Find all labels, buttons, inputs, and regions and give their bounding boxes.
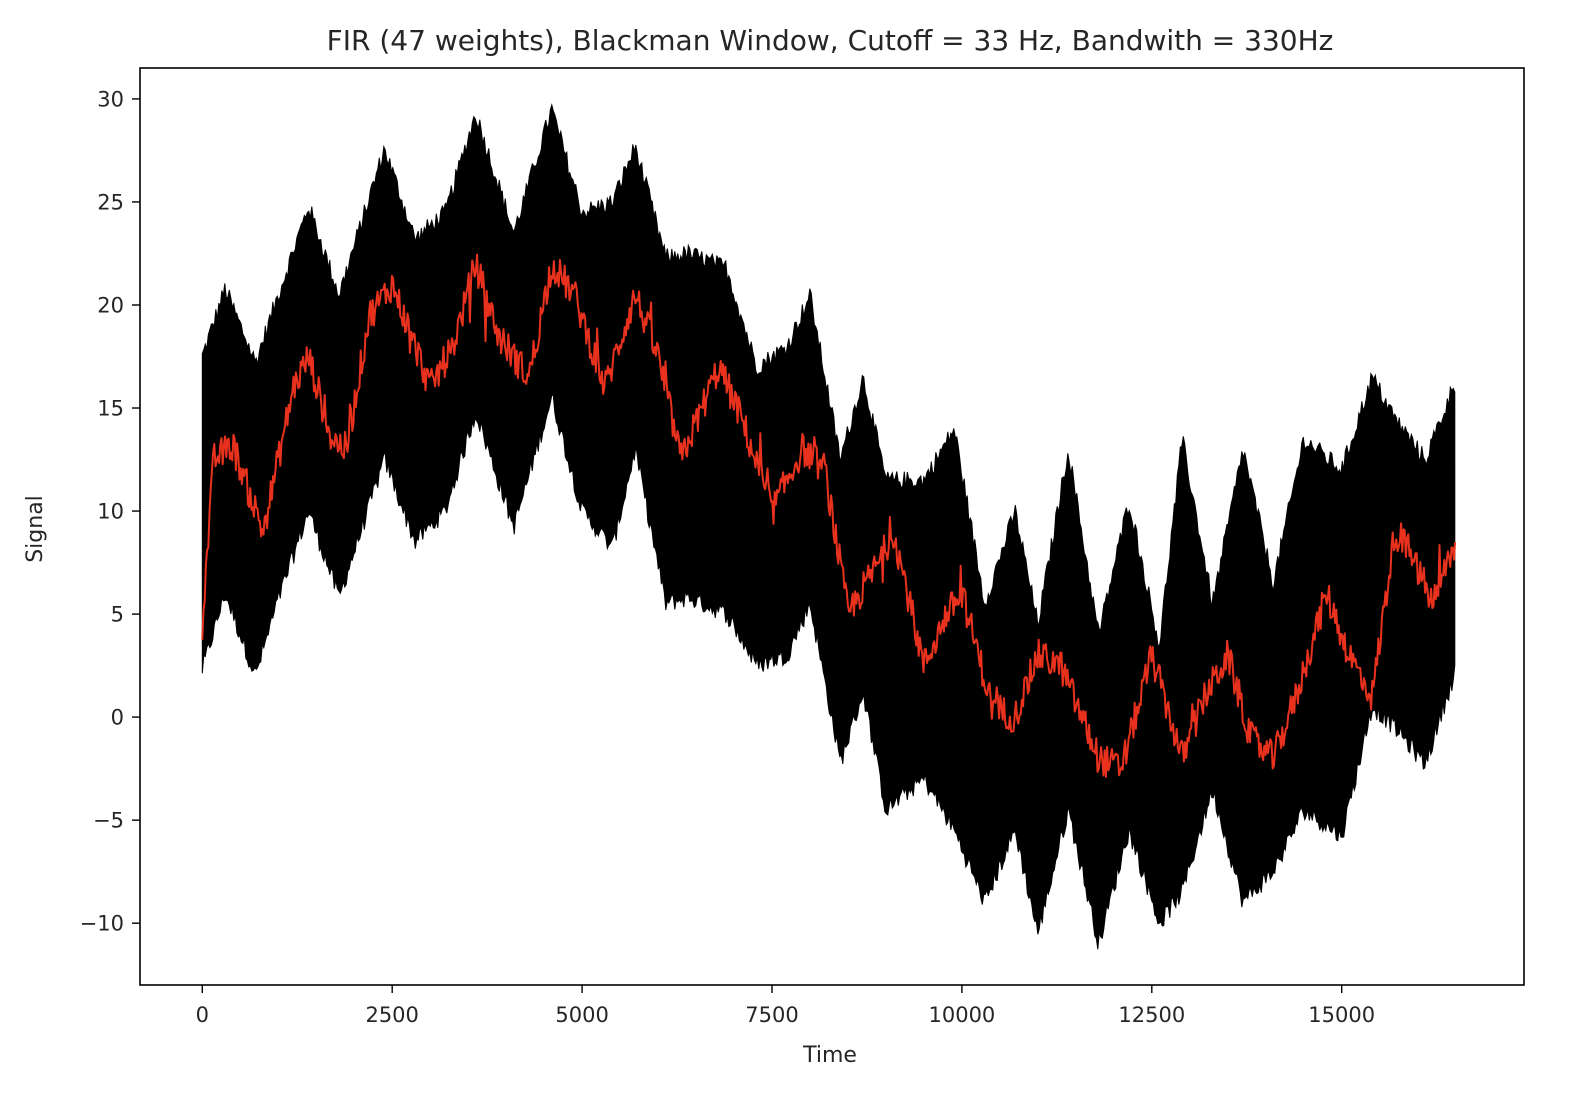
y-axis: −10 −5 0 5 10 15 20 25 30 (80, 87, 140, 936)
y-tick-label: −10 (80, 912, 124, 936)
y-tick-label: 15 (97, 397, 124, 421)
filtered-signal-line (201, 253, 1457, 778)
x-tick-label: 5000 (555, 1003, 608, 1027)
x-axis-label: Time (802, 1043, 857, 1068)
y-tick-label: −5 (93, 809, 124, 833)
x-axis: 0 2500 5000 7500 10000 12500 15000 (196, 985, 1375, 1027)
y-tick-label: 5 (111, 603, 124, 627)
x-tick-label: 15000 (1308, 1003, 1375, 1027)
y-tick-label: 0 (111, 706, 124, 730)
x-tick-label: 7500 (745, 1003, 798, 1027)
raw-signal-band (201, 103, 1456, 950)
plot-area (139, 67, 1525, 986)
y-tick-label: 25 (97, 190, 124, 214)
y-tick-label: 30 (97, 87, 124, 111)
x-tick-label: 12500 (1118, 1003, 1185, 1027)
plot-frame (139, 67, 1525, 986)
chart-title: FIR (47 weights), Blackman Window, Cutof… (327, 24, 1334, 57)
x-tick-label: 2500 (365, 1003, 418, 1027)
y-tick-label: 10 (97, 500, 124, 524)
y-axis-label: Signal (23, 495, 48, 563)
x-tick-label: 0 (196, 1003, 209, 1027)
x-tick-label: 10000 (928, 1003, 995, 1027)
y-tick-label: 20 (97, 293, 124, 317)
